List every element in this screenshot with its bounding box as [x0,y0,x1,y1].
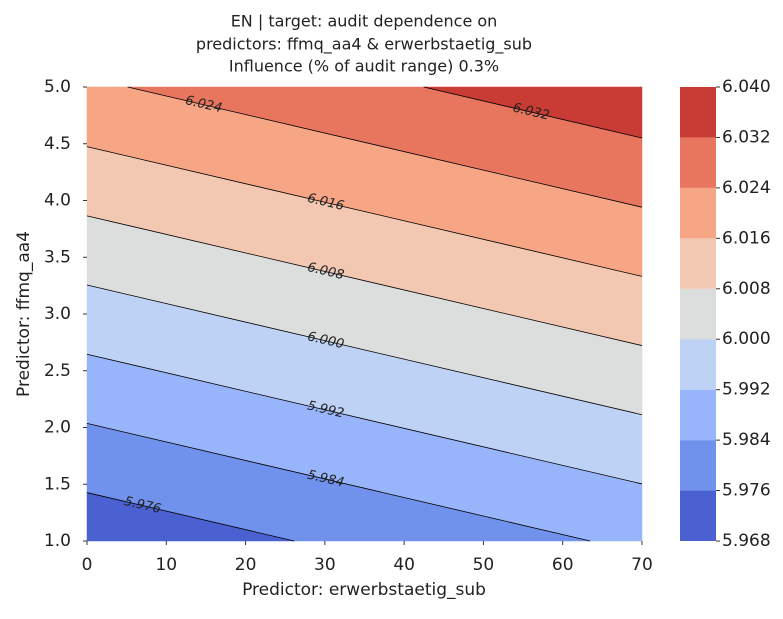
colorbar-tick-label: 6.000 [722,329,771,349]
colorbar-band [680,238,716,289]
colorbar-tick-label: 6.040 [722,77,771,97]
contour-line [86,492,295,542]
chart-title-line: predictors: ffmq_aa4 & erwerbstaetig_sub [196,35,532,55]
y-tick-label: 1.0 [44,531,71,551]
x-tick-label: 60 [552,555,574,575]
colorbar-tick-label: 6.024 [722,178,771,198]
x-tick-label: 0 [82,555,93,575]
x-tick-label: 70 [631,555,653,575]
colorbar-band [680,389,716,441]
y-axis-label: Predictor: ffmq_aa4 [14,231,34,397]
y-tick-label: 4.5 [44,134,71,154]
chart-title-line: EN | target: audit dependence on [231,12,498,31]
y-tick-label: 2.0 [44,418,71,438]
x-tick-label: 50 [473,555,495,575]
y-tick-label: 5.0 [44,77,71,97]
colorbar-band [680,288,716,340]
contour-line [86,284,643,416]
y-tick-label: 3.5 [44,247,71,267]
colorbar-band [680,137,716,188]
chart-title-line: Influence (% of audit range) 0.3% [229,57,499,76]
x-tick-label: 30 [314,555,336,575]
y-tick-label: 3.0 [44,304,71,324]
contour-line [127,86,643,208]
colorbar-tick-label: 5.976 [722,481,771,501]
colorbar-band [680,87,716,138]
colorbar-band [680,490,716,541]
colorbar-tick-label: 6.032 [722,127,771,147]
contour-line [86,423,591,542]
contour-line [86,146,643,277]
contour-line [423,86,643,139]
colorbar-tick-label: 6.008 [722,279,771,299]
colorbar-band [680,187,716,239]
colorbar-tick-label: 5.992 [722,380,771,400]
x-tick-label: 20 [235,555,257,575]
y-tick-label: 4.0 [44,191,71,211]
colorbar-band [680,440,716,491]
y-tick-label: 2.5 [44,361,71,381]
contour-line [86,353,643,485]
colorbar-tick-label: 6.016 [722,228,771,248]
x-tick-label: 10 [155,555,177,575]
y-tick-label: 1.5 [44,474,71,494]
x-tick-label: 40 [393,555,415,575]
colorbar-tick-label: 5.984 [722,430,771,450]
x-axis-label: Predictor: erwerbstaetig_sub [242,580,486,600]
colorbar-tick-label: 5.968 [722,531,771,551]
colorbar-band [680,339,716,390]
contour-line [86,215,643,346]
